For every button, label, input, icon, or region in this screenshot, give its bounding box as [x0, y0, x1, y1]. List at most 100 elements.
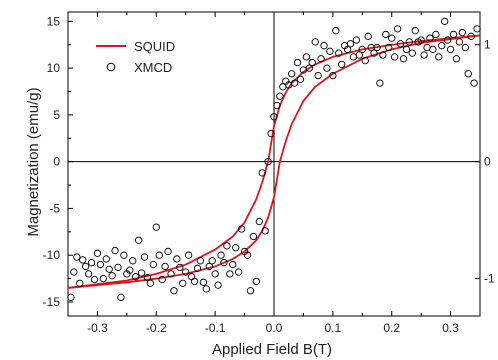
xmcd-point: [314, 71, 322, 80]
xmcd-point: [276, 92, 284, 100]
xmcd-point: [208, 257, 216, 265]
legend-xmcd-label: XMCD: [134, 60, 172, 75]
xmcd-point: [349, 53, 358, 61]
xmcd-point: [467, 32, 475, 40]
legend-xmcd-marker: [106, 62, 116, 72]
xmcd-point: [161, 262, 169, 271]
xmcd-point: [182, 268, 190, 276]
xmcd-point: [432, 30, 440, 39]
xmcd-point: [102, 255, 110, 263]
x-tick-label: 0.2: [383, 321, 400, 335]
xmcd-point: [132, 273, 140, 281]
xmcd-point: [438, 42, 446, 50]
xmcd-point: [226, 270, 234, 278]
xmcd-point: [149, 260, 157, 269]
xmcd-point: [205, 262, 213, 271]
xmcd-point: [452, 55, 461, 63]
xmcd-point: [320, 42, 328, 50]
zero-lines: [68, 12, 480, 316]
y-tick-labels: -15 -10 -5 0 5 10 15: [43, 14, 61, 309]
xmcd-point: [111, 246, 119, 255]
xmcd-point: [446, 45, 455, 54]
y-tick-label: -15: [43, 295, 61, 309]
xmcd-point: [76, 279, 84, 287]
xmcd-point: [326, 47, 334, 55]
xmcd-point: [214, 281, 222, 289]
xmcd-point: [217, 251, 225, 259]
xmcd-point: [302, 53, 311, 61]
axis-ticks: [68, 12, 480, 316]
xmcd-point: [249, 232, 258, 241]
xmcd-point: [429, 45, 437, 54]
xmcd-point: [108, 272, 116, 280]
xmcd-point: [167, 270, 175, 278]
xmcd-point: [273, 101, 281, 110]
xmcd-point: [288, 70, 296, 78]
xmcd-point: [402, 45, 411, 54]
xmcd-point: [82, 262, 90, 271]
x-axis-title: Applied Field B(T): [212, 341, 332, 358]
xmcd-point: [305, 64, 313, 72]
xmcd-point: [252, 277, 260, 286]
xmcd-point: [338, 60, 346, 69]
xmcd-point: [93, 249, 102, 257]
xmcd-point: [435, 53, 443, 61]
xmcd-point: [358, 45, 366, 54]
xmcd-point: [405, 38, 414, 46]
xmcd-point: [290, 79, 299, 87]
xmcd-point: [296, 75, 305, 84]
xmcd-point: [187, 273, 196, 281]
xmcd-point: [185, 251, 193, 259]
xmcd-point: [379, 51, 387, 59]
xmcd-point: [158, 275, 166, 284]
xmcd-point: [258, 169, 266, 177]
xmcd-point: [232, 244, 240, 252]
xmcd-point: [373, 43, 381, 52]
xmcd-point: [391, 53, 399, 61]
xmcd-point: [173, 255, 181, 263]
xmcd-point: [196, 257, 205, 265]
xmcd-point: [382, 30, 390, 39]
xmcd-point: [335, 49, 343, 57]
xmcd-point: [441, 17, 449, 25]
xmcd-point: [361, 56, 369, 65]
xmcd-point: [143, 273, 152, 282]
xmcd-point: [420, 51, 428, 59]
xmcd-point: [146, 279, 155, 287]
xmcd-point: [96, 260, 105, 269]
xmcd-point: [396, 40, 405, 48]
xmcd-point: [370, 49, 378, 57]
xmcd-point: [385, 43, 393, 52]
xmcd-point: [140, 253, 149, 261]
xmcd-point: [343, 45, 352, 54]
xmcd-point: [114, 263, 122, 272]
xmcd-point: [199, 278, 208, 286]
xmcd-point: [267, 129, 275, 138]
xmcd-point: [426, 34, 434, 42]
xmcd-point: [317, 55, 325, 63]
xmcd-point: [461, 43, 469, 52]
xmcd-point: [176, 263, 184, 272]
xmcd-point: [458, 28, 466, 37]
xmcd-point: [329, 71, 337, 80]
xmcd-point: [393, 25, 402, 33]
xmcd-point: [470, 79, 478, 87]
xmcd-series: [67, 17, 481, 301]
y-tick-label: -10: [43, 248, 61, 262]
xmcd-point: [73, 253, 81, 261]
xmcd-point: [308, 58, 316, 67]
xmcd-point: [352, 36, 361, 44]
xmcd-point: [105, 265, 113, 273]
xmcd-point: [408, 49, 416, 57]
y-tick-label: 15: [47, 14, 61, 28]
xmcd-point: [87, 259, 96, 267]
y-axis-title: Magnetization (emu/g): [25, 87, 42, 236]
xmcd-point: [90, 275, 99, 284]
xmcd-point: [134, 236, 143, 244]
x-tick-label: 0.3: [442, 321, 459, 335]
xmcd-point: [235, 268, 243, 276]
xmcd-point: [179, 279, 187, 287]
y-tick-label: 5: [53, 108, 60, 122]
xmcd-point: [193, 264, 202, 272]
